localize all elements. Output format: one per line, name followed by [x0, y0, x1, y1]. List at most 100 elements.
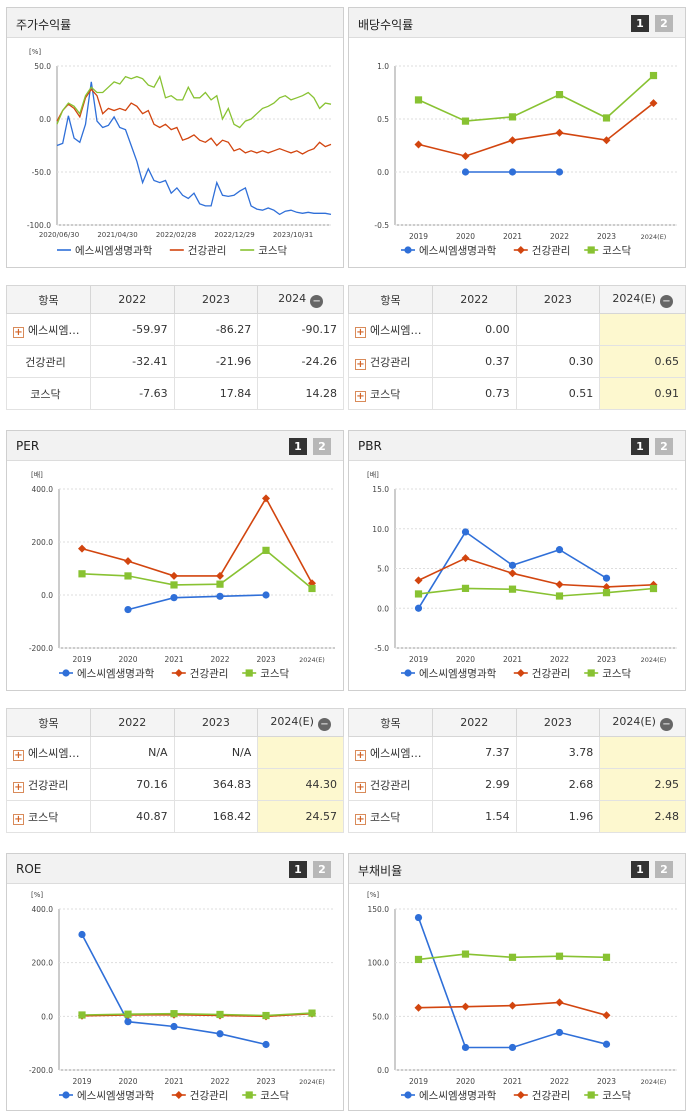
y-tick-label: 0.0	[41, 1012, 53, 1021]
legend-entry: 에스씨엠생명과학	[419, 668, 497, 680]
legend-marker	[62, 669, 70, 677]
tab-1-button[interactable]: 1	[631, 438, 649, 455]
x-tick-label: 2024(E)	[299, 656, 325, 664]
table-cell: -59.97	[89, 313, 175, 346]
data-point	[216, 1010, 224, 1019]
table-cell	[599, 313, 686, 346]
y-tick-label: 1.0	[377, 62, 389, 71]
table-stock-return: 항목 2022 2023 2024− + 에스씨엠… -59.97 -86.27 -90.17 건…	[6, 285, 344, 410]
column-header: 2023	[173, 285, 259, 314]
table-cell: 1.54	[431, 800, 517, 833]
column-header-label: 2022	[118, 293, 147, 306]
legend-entry: 건강관리	[188, 245, 227, 257]
column-header-label: 2022	[118, 716, 147, 729]
expand-plus-icon[interactable]: +	[355, 813, 366, 825]
data-point	[124, 605, 132, 614]
data-point	[508, 569, 517, 578]
table-cell: 0.51	[515, 377, 601, 410]
legend-marker	[516, 669, 525, 677]
column-header-label: 2024	[278, 291, 307, 305]
expand-plus-icon[interactable]: +	[13, 813, 24, 825]
table-cell: 2.68	[515, 768, 601, 801]
tab-2-button[interactable]: 2	[313, 861, 331, 878]
expand-plus-icon[interactable]: +	[13, 781, 24, 793]
y-tick-label: 0.5	[377, 115, 389, 124]
panel-header: 배당수익률 1 2	[349, 8, 685, 38]
x-tick-label: 2023	[597, 232, 616, 241]
series-line	[418, 587, 654, 597]
table-row: + 코스닥 40.87 168.42 24.57	[6, 800, 344, 833]
expand-plus-icon[interactable]: +	[355, 781, 366, 793]
collapse-minus-icon[interactable]: −	[317, 717, 331, 731]
collapse-minus-icon[interactable]: −	[310, 294, 324, 308]
column-header-label: 항목	[38, 716, 59, 730]
data-point	[602, 1040, 611, 1048]
panel-dividend: 배당수익률 1 2 1.0 0.5 0.0 -0.5 2019 2020 2021 2022 2…	[348, 7, 686, 268]
tab-1-button[interactable]: 1	[631, 861, 649, 878]
column-header: 2023	[173, 708, 259, 737]
data-point	[124, 557, 132, 566]
table-row: + 에스씨엠… 0.00	[348, 313, 686, 346]
row-name: 에스씨엠…	[28, 746, 80, 760]
y-unit-label: [%]	[367, 891, 379, 899]
tab-2-button[interactable]: 2	[655, 861, 673, 878]
x-tick-label: 2024(E)	[641, 1078, 667, 1086]
series-2	[414, 998, 611, 1020]
data-point	[308, 584, 316, 593]
data-point	[602, 574, 611, 582]
data-point	[508, 953, 517, 961]
row-name-cell: 건강관리	[6, 345, 91, 378]
tab-1-button[interactable]: 1	[289, 861, 307, 878]
tab-1-button[interactable]: 1	[631, 15, 649, 32]
x-tick-label: 2020	[118, 1077, 137, 1086]
table-cell: -24.26	[257, 345, 344, 378]
expand-plus-icon[interactable]: +	[13, 326, 24, 338]
data-point	[414, 590, 423, 598]
table-header-row: 항목 2022 2023 2024(E) −	[348, 708, 686, 737]
series-2	[414, 99, 658, 161]
table-pbr: 항목 2022 2023 2024(E) − + 에스씨엠… 7.37 3.78 + 건강관리 2.9…	[348, 708, 686, 833]
data-point	[508, 585, 517, 593]
y-tick-label: 200.0	[32, 538, 54, 547]
table-cell: 0.30	[515, 345, 601, 378]
tab-2-button[interactable]: 2	[655, 15, 673, 32]
data-point	[414, 604, 423, 612]
expand-plus-icon[interactable]: +	[355, 326, 366, 338]
data-point	[508, 1043, 517, 1052]
legend-marker	[404, 1091, 412, 1099]
row-name-cell: + 코스닥	[348, 377, 433, 410]
collapse-minus-icon[interactable]: −	[659, 294, 673, 308]
column-header-label: 2024(E)	[612, 714, 656, 728]
panel-title: PBR	[358, 439, 382, 453]
data-point	[555, 546, 564, 554]
expand-plus-icon[interactable]: +	[13, 749, 24, 761]
table-row: 건강관리 -32.41 -21.96 -24.26	[6, 345, 344, 378]
column-header-label: 2023	[201, 293, 230, 306]
table-cell: 2.99	[431, 768, 517, 801]
legend: 에스씨엠생명과학 건강관리 코스닥	[59, 668, 290, 680]
x-tick-label: 2021	[503, 655, 522, 664]
row-name: 건강관리	[370, 355, 411, 369]
expand-plus-icon[interactable]: +	[355, 749, 366, 761]
row-name-cell: + 코스닥	[348, 800, 433, 833]
collapse-minus-icon[interactable]: −	[659, 717, 673, 731]
table-cell: 1.96	[515, 800, 601, 833]
legend-marker	[587, 246, 595, 254]
legend-entry: 에스씨엠생명과학	[77, 668, 155, 680]
table-cell: -7.63	[89, 377, 175, 410]
expand-plus-icon[interactable]: +	[355, 390, 366, 402]
tab-2-button[interactable]: 2	[313, 438, 331, 455]
expand-plus-icon[interactable]: +	[355, 358, 366, 370]
chart-per: [배] 400.0 200.0 0.0 -200.0 2019 2020 2021 2022 20…	[29, 470, 335, 680]
data-point	[124, 1018, 132, 1026]
x-tick-label: 2021	[503, 232, 522, 241]
tab-1-button[interactable]: 1	[289, 438, 307, 455]
tab-2-button[interactable]: 2	[655, 438, 673, 455]
column-header: 2024(E) −	[599, 285, 686, 314]
column-header-label: 2023	[543, 293, 572, 306]
series-line	[56, 88, 332, 155]
table-row: 코스닥 -7.63 17.84 14.28	[6, 377, 344, 410]
data-point	[461, 1043, 470, 1052]
column-header-label: 2023	[201, 716, 230, 729]
legend-marker	[404, 669, 412, 677]
